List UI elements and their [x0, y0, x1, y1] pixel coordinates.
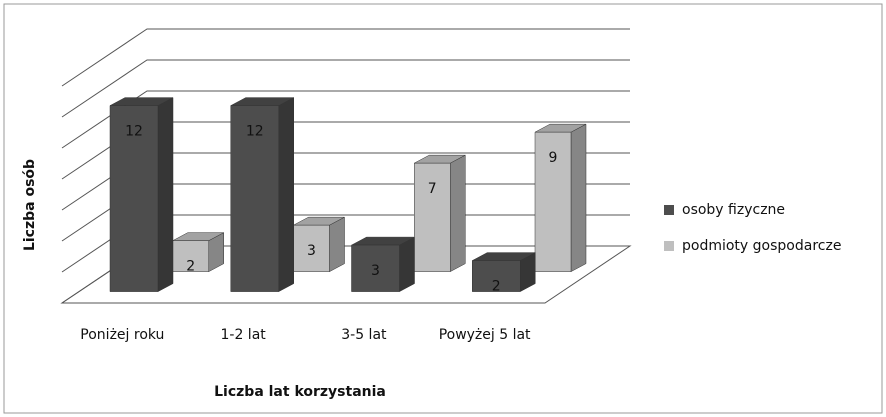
bar-front: [351, 244, 400, 292]
bar-front: [414, 162, 451, 272]
bar-front: [534, 131, 572, 272]
legend-label: osoby fizyczne: [682, 202, 785, 218]
bar-front: [230, 105, 279, 292]
grid-line: [61, 90, 630, 149]
bar-side: [450, 154, 466, 273]
bar: [351, 236, 415, 293]
bar-front: [109, 105, 159, 292]
bar-side: [157, 97, 174, 293]
bar-front: [472, 260, 521, 292]
data-label: 9: [549, 150, 558, 166]
bar: [172, 232, 224, 273]
bar: [414, 154, 466, 273]
data-label: 12: [125, 124, 143, 140]
x-tick-label: Powyżej 5 lat: [438, 327, 531, 343]
data-label: 3: [307, 243, 316, 259]
bar-side: [570, 123, 587, 273]
bar-side: [278, 97, 294, 293]
x-tick-label: Poniżej roku: [80, 327, 165, 343]
legend-swatch: [664, 205, 674, 215]
data-label: 2: [492, 279, 501, 295]
y-axis-title: Liczba osób: [22, 159, 38, 251]
bar: [109, 97, 174, 293]
data-label: 2: [186, 259, 195, 275]
bar: [534, 123, 587, 273]
data-label: 3: [371, 263, 380, 279]
data-label: 7: [428, 181, 437, 197]
x-axis-title: Liczba lat korzystania: [214, 384, 386, 400]
x-tick-label: 3-5 lat: [341, 327, 387, 343]
grid-line: [61, 28, 630, 87]
bar: [230, 97, 294, 293]
bar: [472, 252, 536, 293]
bar-side: [329, 216, 345, 273]
legend-swatch: [664, 241, 674, 251]
bar-side: [399, 236, 415, 293]
grid-line: [61, 59, 630, 118]
legend-label: podmioty gospodarcze: [682, 238, 841, 254]
bar: [293, 216, 345, 273]
chart-border: [3, 3, 883, 414]
x-tick-label: 1-2 lat: [220, 327, 266, 343]
data-label: 12: [246, 124, 264, 140]
